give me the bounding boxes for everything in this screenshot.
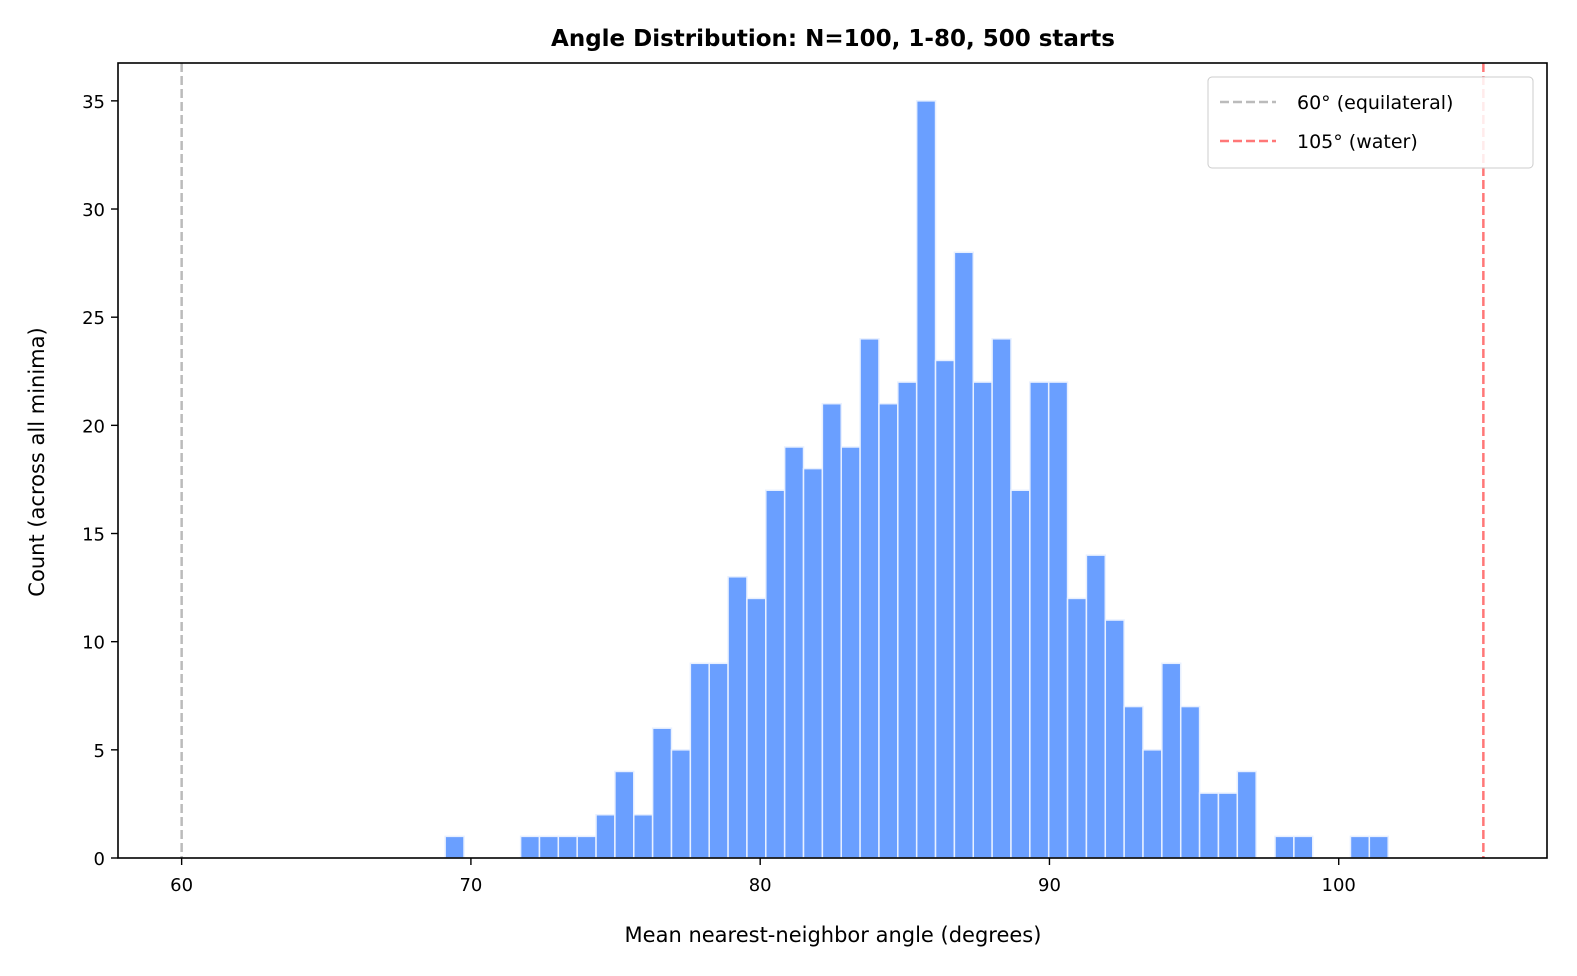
- histogram-bar: [595, 813, 616, 859]
- chart-title: Angle Distribution: N=100, 1-80, 500 sta…: [551, 26, 1115, 52]
- histogram-bar: [519, 835, 541, 859]
- histogram-bar: [991, 338, 1012, 859]
- y-tick-label: 30: [82, 200, 105, 221]
- y-tick-label: 10: [82, 633, 105, 654]
- x-axis-label: Mean nearest-neighbor angle (degrees): [625, 923, 1042, 947]
- legend-box: [1207, 76, 1534, 169]
- x-tick-label: 90: [1038, 875, 1061, 896]
- y-tick-label: 20: [82, 416, 105, 437]
- histogram-bar: [1010, 489, 1031, 859]
- histogram-bar: [1029, 381, 1050, 859]
- histogram-bar: [1142, 749, 1163, 859]
- histogram-bar: [897, 381, 918, 859]
- histogram-bar: [746, 597, 767, 859]
- legend-entry: 105° (water): [1297, 131, 1418, 153]
- histogram-bar: [821, 402, 842, 859]
- y-tick-label: 25: [82, 308, 105, 329]
- y-tick-label: 15: [82, 525, 105, 546]
- histogram-bar: [840, 446, 861, 859]
- histogram-bar: [953, 251, 975, 859]
- histogram-bar: [444, 835, 465, 859]
- histogram-bar: [670, 749, 692, 859]
- histogram-bar: [538, 835, 560, 859]
- histogram-bar: [1293, 835, 1314, 859]
- histogram-bar: [576, 835, 597, 859]
- histogram-bar: [783, 446, 805, 859]
- histogram-bar: [614, 770, 635, 859]
- legend: 60° (equilateral) 105° (water): [1207, 76, 1534, 169]
- y-tick-label: 35: [82, 92, 105, 113]
- histogram-bar: [1047, 381, 1069, 859]
- histogram-bar: [727, 576, 748, 859]
- histogram-bar: [802, 467, 824, 859]
- histogram-bar: [972, 381, 993, 859]
- histogram-bar: [1104, 619, 1125, 859]
- histogram-bar: [1274, 835, 1295, 859]
- plot-frame: [117, 62, 1548, 859]
- histogram-bar: [1123, 705, 1144, 859]
- x-tick-label: 80: [749, 875, 772, 896]
- histogram-bar: [1349, 835, 1371, 859]
- y-tick-label: 5: [94, 741, 105, 762]
- histogram-bar: [1066, 597, 1088, 859]
- histogram-bar: [1085, 554, 1107, 859]
- histogram-bar: [1161, 662, 1182, 859]
- x-tick-label: 60: [170, 875, 193, 896]
- histogram-bar: [708, 662, 729, 859]
- histogram-bar: [1198, 792, 1220, 859]
- histogram-bar: [934, 359, 956, 859]
- y-axis-label: Count (across all minima): [25, 327, 49, 596]
- histogram-bar: [859, 338, 880, 859]
- x-tick-label: 100: [1322, 875, 1356, 896]
- histogram-bar: [689, 662, 710, 859]
- histogram-bar: [1368, 835, 1389, 859]
- histogram-bar: [651, 727, 673, 859]
- histogram-bar: [1179, 705, 1201, 859]
- histogram-bar: [878, 402, 899, 859]
- y-tick-label: 0: [94, 849, 105, 870]
- histogram-bar: [915, 100, 937, 859]
- histogram-bar: [765, 489, 786, 859]
- histogram-bar: [633, 813, 654, 859]
- histogram-bar: [1217, 792, 1239, 859]
- x-tick-label: 70: [459, 875, 482, 896]
- legend-entry: 60° (equilateral): [1297, 92, 1453, 114]
- histogram-bar: [1236, 770, 1257, 859]
- histogram-bar: [557, 835, 578, 859]
